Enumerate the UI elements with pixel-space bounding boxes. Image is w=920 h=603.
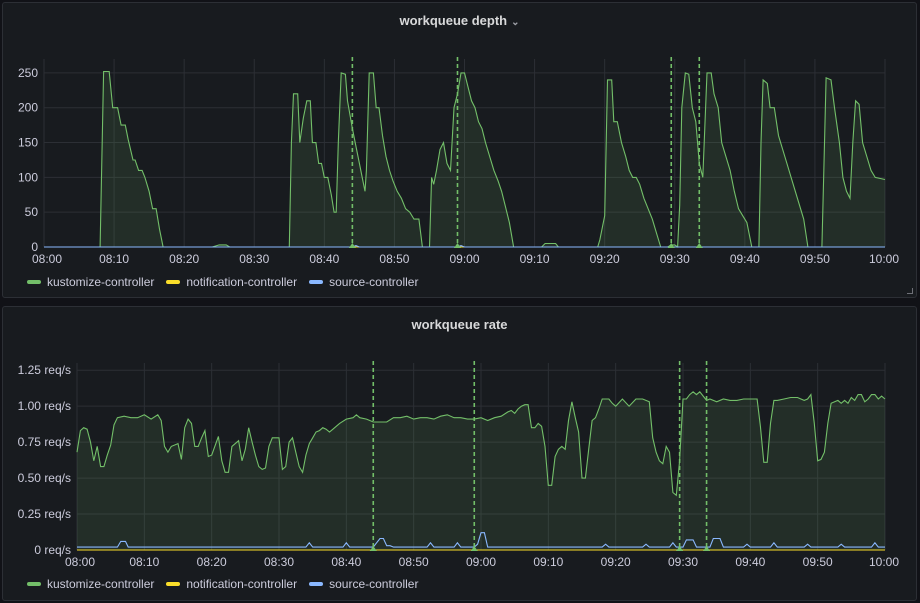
legend-label: notification-controller: [186, 577, 298, 591]
series-line-source-controller: [77, 532, 885, 548]
x-tick-label: 09:00: [466, 555, 496, 569]
annotation-marker: [470, 546, 478, 551]
y-tick-label: 0.50 req/s: [18, 471, 71, 485]
legend-item-kustomize[interactable]: kustomize-controller: [27, 275, 154, 289]
series-line-kustomize-controller: [44, 70, 886, 249]
workqueue-rate-panel: workqueue rate 08:00 08:10 08:20 08:30 08:40…: [2, 306, 917, 601]
legend-swatch: [309, 582, 324, 586]
chevron-down-icon[interactable]: ⌄: [511, 17, 520, 28]
x-tick-label: 08:20: [197, 555, 227, 569]
x-tick-label: 09:10: [533, 555, 563, 569]
x-tick-label: 09:50: [803, 555, 833, 569]
annotation-marker: [703, 546, 711, 551]
legend-label: kustomize-controller: [47, 275, 155, 289]
rate-chart: 08:00 08:10 08:20 08:30 08:40 08:50 09:00 09:10…: [18, 361, 899, 569]
annotation-marker: [453, 243, 461, 248]
series-area-kustomize-controller: [77, 391, 885, 550]
legend-label: source-controller: [329, 577, 419, 591]
x-tick-label: 08:00: [32, 252, 62, 266]
legend-swatch: [166, 280, 181, 284]
y-tick-label: 250: [18, 66, 38, 80]
annotation-marker: [676, 546, 684, 551]
annotation-marker: [348, 243, 356, 248]
annotation-marker: [667, 243, 675, 248]
annotation-marker: [695, 243, 703, 248]
x-tick-label: 08:40: [309, 252, 339, 266]
legend-item-notification[interactable]: notification-controller: [166, 275, 297, 289]
x-tick-label: 09:30: [668, 555, 698, 569]
legend: kustomize-controller notification-contro…: [27, 577, 418, 591]
y-tick-label: 1.25 req/s: [18, 363, 71, 377]
x-tick-label: 09:00: [449, 252, 479, 266]
x-tick-label: 09:30: [660, 252, 690, 266]
series-area-kustomize-controller: [44, 71, 885, 247]
x-tick-label: 08:10: [129, 555, 159, 569]
x-tick-label: 08:00: [65, 555, 95, 569]
workqueue-depth-panel: workqueue depth ⌄ 08:00 08:10 08:20 08:30 08:…: [2, 2, 917, 298]
panel-title-text: workqueue depth: [399, 13, 508, 28]
x-tick-label: 09:20: [601, 555, 631, 569]
legend: kustomize-controller notification-contro…: [27, 275, 418, 289]
y-tick-label: 100: [18, 170, 38, 184]
depth-chart: 08:00 08:10 08:20 08:30 08:40 08:50 09:00 09:10…: [18, 57, 899, 266]
y-tick-label: 1.00 req/s: [18, 399, 71, 413]
legend-item-notification[interactable]: notification-controller: [166, 577, 297, 591]
x-tick-label: 08:50: [399, 555, 429, 569]
x-tick-label: 08:10: [99, 252, 129, 266]
y-tick-label: 200: [18, 101, 38, 115]
legend-swatch: [309, 280, 324, 284]
x-tick-label: 08:30: [239, 252, 269, 266]
panel-title[interactable]: workqueue rate: [3, 317, 916, 332]
series-line-kustomize-controller: [76, 391, 886, 497]
legend-label: kustomize-controller: [47, 577, 155, 591]
x-tick-label: 09:10: [520, 252, 550, 266]
legend-swatch: [27, 582, 41, 586]
legend-label: notification-controller: [186, 275, 298, 289]
legend-item-source[interactable]: source-controller: [309, 275, 418, 289]
x-tick-label: 08:30: [264, 555, 294, 569]
legend-swatch: [27, 280, 41, 284]
x-tick-label: 09:40: [730, 252, 760, 266]
x-tick-label: 09:20: [590, 252, 620, 266]
x-tick-label: 09:40: [735, 555, 765, 569]
y-tick-label: 0.75 req/s: [18, 435, 71, 449]
legend-item-source[interactable]: source-controller: [309, 577, 418, 591]
legend-label: source-controller: [329, 275, 419, 289]
legend-swatch: [166, 582, 181, 586]
legend-item-kustomize[interactable]: kustomize-controller: [27, 577, 154, 591]
x-tick-label: 08:20: [169, 252, 199, 266]
panel-title[interactable]: workqueue depth ⌄: [3, 13, 916, 28]
x-tick-label: 08:50: [379, 252, 409, 266]
y-tick-label: 0 req/s: [34, 543, 71, 557]
x-tick-label: 10:00: [869, 555, 899, 569]
panel-title-text: workqueue rate: [411, 317, 508, 332]
x-tick-label: 09:50: [800, 252, 830, 266]
y-tick-label: 0: [31, 240, 38, 254]
annotation-marker: [369, 546, 377, 551]
x-tick-label: 10:00: [869, 252, 899, 266]
x-tick-label: 08:40: [331, 555, 361, 569]
y-tick-label: 50: [25, 205, 39, 219]
resize-handle[interactable]: [907, 288, 913, 294]
y-tick-label: 150: [18, 136, 38, 150]
y-tick-label: 0.25 req/s: [18, 507, 71, 521]
